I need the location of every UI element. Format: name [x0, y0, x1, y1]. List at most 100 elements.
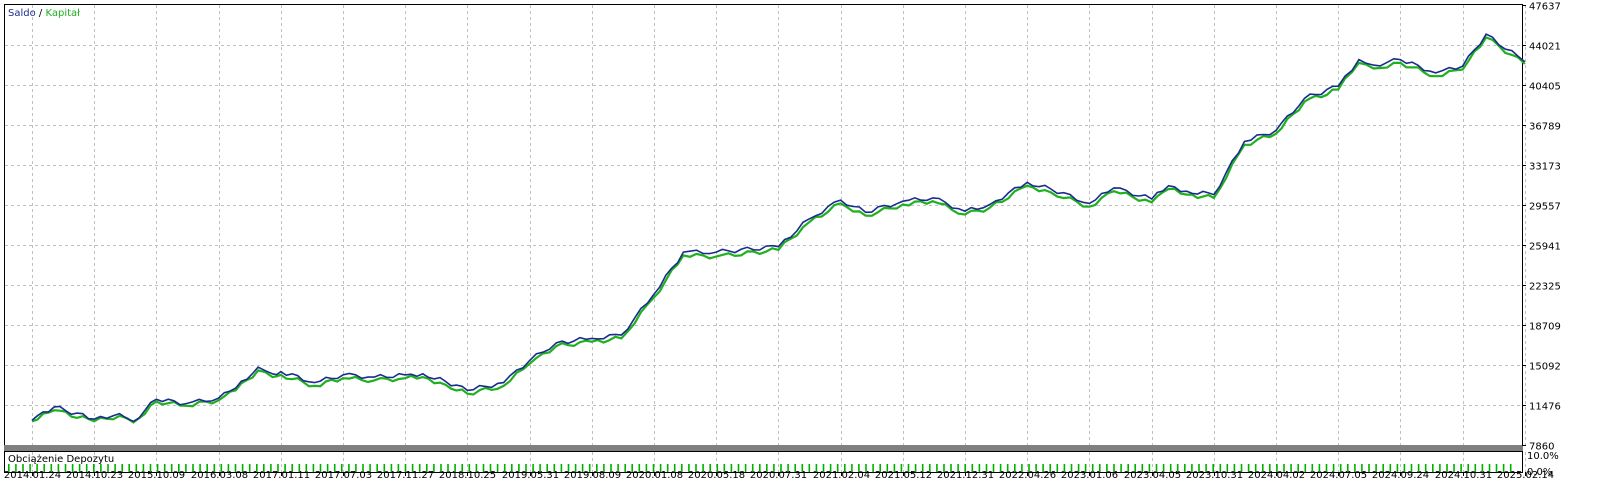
deposit-load-bar	[631, 464, 633, 472]
deposit-load-bar	[170, 464, 173, 472]
deposit-load-bar	[1091, 464, 1094, 472]
deposit-load-bar	[319, 464, 322, 472]
deposit-load-bar	[248, 464, 251, 472]
x-tick-label: 2024.09.24	[1372, 470, 1429, 481]
deposit-load-bar	[1325, 464, 1328, 472]
x-tick-label: 2024.07.05	[1310, 470, 1367, 481]
deposit-load-bar	[964, 464, 966, 472]
deposit-load-bar	[227, 464, 230, 472]
deposit-load-bar	[999, 464, 1002, 472]
deposit-load-bar	[652, 464, 655, 472]
deposit-load-bar	[596, 464, 598, 472]
deposit-load-bar	[1410, 464, 1413, 472]
deposit-load-bar	[298, 464, 301, 472]
y-tick-label: 47637	[1529, 2, 1561, 13]
deposit-load-bar	[773, 464, 775, 472]
deposit-load-bar	[907, 464, 910, 472]
deposit-load-bar	[503, 464, 506, 472]
deposit-load-bar	[50, 464, 53, 472]
deposit-load-bar	[900, 464, 903, 472]
deposit-load-bar	[128, 464, 130, 472]
deposit-load-bar	[716, 464, 719, 472]
deposit-load-bar	[1417, 464, 1420, 472]
x-tick-label: 2019.05.31	[502, 470, 559, 481]
lower-y-tick-label: 10.0%	[1527, 451, 1559, 462]
deposit-load-bar	[1176, 464, 1179, 472]
deposit-load-bar	[553, 464, 556, 472]
deposit-load-bar	[220, 464, 223, 472]
legend: Saldo / Kapitał	[8, 8, 80, 19]
deposit-load-bar	[1021, 464, 1023, 472]
balance-line	[31, 33, 1526, 423]
deposit-load-bar	[1467, 464, 1469, 472]
deposit-load-bar	[475, 464, 478, 472]
legend-separator: /	[36, 8, 46, 19]
deposit-load-bar	[737, 464, 740, 472]
deposit-load-bar	[1233, 464, 1236, 472]
deposit-load-bar	[539, 464, 541, 472]
deposit-load-bar	[815, 464, 818, 472]
y-axis-lower: 10.0% 0.0%	[1527, 451, 1559, 478]
deposit-load-bar	[971, 464, 974, 472]
pane-splitter[interactable]	[4, 445, 1523, 451]
deposit-load-bar	[411, 464, 414, 472]
x-tick-label: 2021.12.31	[937, 470, 994, 481]
deposit-load-bar	[518, 464, 520, 472]
deposit-load-bar	[829, 464, 832, 472]
deposit-load-bar	[440, 464, 442, 472]
deposit-load-bar	[567, 464, 570, 472]
x-tick-label: 2020.05.18	[688, 470, 745, 481]
x-tick-label: 2023.10.31	[1186, 470, 1243, 481]
deposit-load-bar	[1077, 464, 1080, 472]
deposit-load-bar	[929, 464, 931, 472]
x-tick-label: 2014.01.24	[4, 470, 61, 481]
deposit-load-bar	[263, 464, 265, 472]
x-tick-label: 2017.11.27	[377, 470, 434, 481]
x-tick-label: 2016.03.08	[191, 470, 248, 481]
deposit-load-bar	[1191, 464, 1193, 472]
deposit-load-bar	[348, 464, 350, 472]
deposit-load-bar	[914, 464, 917, 472]
deposit-load-bar	[496, 464, 499, 472]
deposit-load-bar	[369, 464, 371, 472]
deposit-load-bar	[1460, 464, 1462, 472]
deposit-load-bar	[872, 464, 874, 472]
equity-line	[31, 36, 1526, 424]
deposit-load-bar	[879, 464, 881, 472]
deposit-load-bar	[426, 464, 428, 472]
deposit-load-bar	[794, 464, 796, 472]
x-tick-label: 2023.01.06	[1061, 470, 1118, 481]
deposit-load-bar	[1290, 464, 1292, 472]
deposit-load-bar	[362, 464, 364, 472]
deposit-load-bar	[851, 464, 853, 472]
deposit-load-bar	[100, 464, 102, 472]
deposit-load-bar	[1127, 464, 1129, 472]
deposit-load-bar	[921, 464, 924, 472]
deposit-load-bar	[1184, 464, 1186, 472]
deposit-load-bar	[1339, 464, 1342, 472]
deposit-load-bar	[1382, 464, 1384, 472]
deposit-load-bar	[822, 464, 825, 472]
deposit-load-bar	[404, 464, 407, 472]
deposit-load-bar	[730, 464, 733, 472]
deposit-load-bars	[8, 464, 1512, 472]
deposit-load-bar	[666, 464, 669, 472]
deposit-load-bar	[1304, 464, 1307, 472]
deposit-load-bar	[1311, 464, 1314, 472]
deposit-load-bar	[1169, 464, 1172, 472]
deposit-load-bar	[447, 464, 449, 472]
x-tick-label: 2015.10.09	[128, 470, 185, 481]
deposit-load-bar	[341, 464, 343, 472]
legend-equity: Kapitał	[45, 8, 80, 19]
deposit-load-bar	[284, 464, 286, 472]
deposit-load-bar	[135, 464, 138, 472]
deposit-load-bar	[29, 464, 31, 472]
deposit-load-bar	[178, 464, 180, 472]
deposit-load-bar	[525, 464, 527, 472]
deposit-load-bar	[702, 464, 704, 472]
deposit-load-bar	[844, 464, 846, 472]
deposit-load-bar	[1269, 464, 1271, 472]
deposit-load-bar	[43, 464, 45, 472]
deposit-load-bar	[574, 464, 577, 472]
